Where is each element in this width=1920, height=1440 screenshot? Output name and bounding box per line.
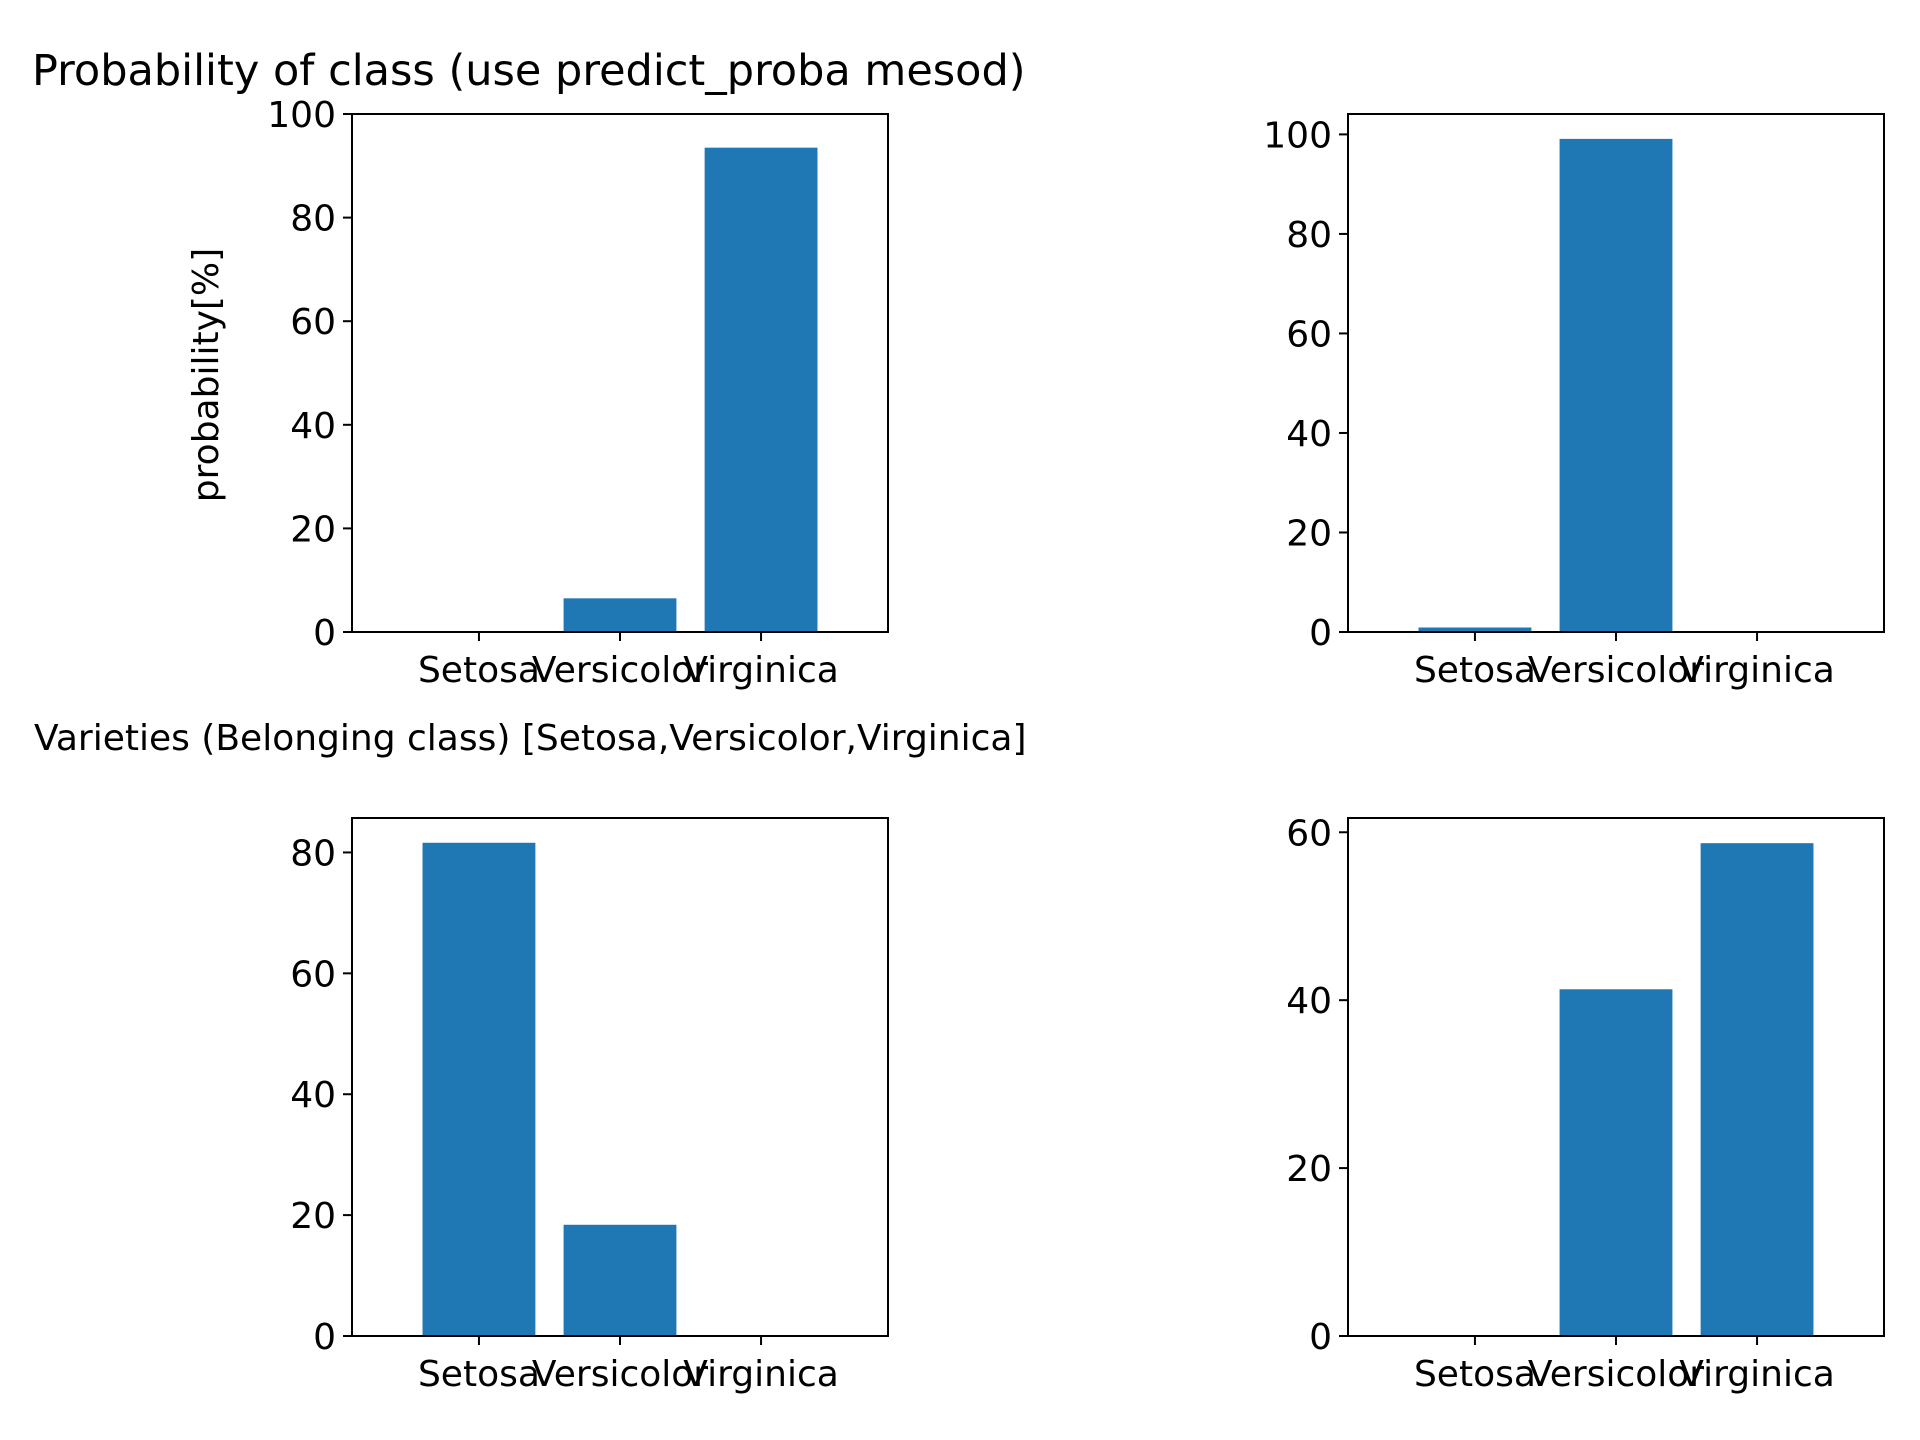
x-tick-label: Virginica <box>1679 1354 1835 1395</box>
x-tick-label: Setosa <box>418 1354 540 1395</box>
y-tick-label: 0 <box>1309 1317 1332 1358</box>
y-tick-label: 20 <box>1286 513 1332 554</box>
axes-frame <box>351 817 889 1337</box>
bar-setosa <box>422 842 536 1336</box>
y-tick-label: 40 <box>290 1075 336 1116</box>
y-axis-label: probability[%] <box>186 248 227 502</box>
y-tick-label: 40 <box>1286 981 1332 1022</box>
y-tick-label: 60 <box>1286 314 1332 355</box>
bar-virginica <box>1700 843 1814 1336</box>
bar-versicolor <box>1559 989 1673 1336</box>
x-tick-label: Versicolor <box>1528 650 1704 691</box>
x-axis-label: Varieties (Belonging class) [Setosa,Vers… <box>34 718 1027 759</box>
y-tick-label: 80 <box>1286 215 1332 256</box>
y-tick-label: 20 <box>290 1196 336 1237</box>
bar-virginica <box>704 147 818 633</box>
y-tick-label: 60 <box>290 302 336 343</box>
y-tick-label: 80 <box>290 199 336 240</box>
y-tick-label: 100 <box>267 95 336 136</box>
chart-panels: 020406080100SetosaVersicolorVirginica020… <box>267 95 1885 1395</box>
y-tick-label: 0 <box>313 613 336 654</box>
figure-title: Probability of class (use predict_proba … <box>32 46 1026 96</box>
y-tick-label: 0 <box>1309 613 1332 654</box>
x-tick-label: Versicolor <box>1528 1354 1704 1395</box>
bar-setosa <box>1418 627 1532 632</box>
x-tick-label: Virginica <box>683 1354 839 1395</box>
x-tick-label: Versicolor <box>532 1354 708 1395</box>
y-tick-label: 20 <box>1286 1149 1332 1190</box>
axes-frame <box>351 113 889 633</box>
y-tick-label: 60 <box>1286 813 1332 854</box>
axes-frame <box>1347 113 1885 633</box>
y-tick-label: 80 <box>290 833 336 874</box>
y-tick-label: 20 <box>290 509 336 550</box>
x-tick-label: Versicolor <box>532 650 708 691</box>
x-tick-label: Setosa <box>1414 650 1536 691</box>
x-tick-label: Setosa <box>418 650 540 691</box>
bar-versicolor <box>563 1224 677 1336</box>
bar-versicolor <box>1559 138 1673 632</box>
bar-versicolor <box>563 598 677 632</box>
y-tick-label: 100 <box>1263 115 1332 156</box>
y-tick-label: 0 <box>313 1317 336 1358</box>
y-tick-label: 60 <box>290 954 336 995</box>
x-tick-label: Setosa <box>1414 1354 1536 1395</box>
y-tick-label: 40 <box>290 406 336 447</box>
axes-frame <box>1347 817 1885 1337</box>
y-tick-label: 40 <box>1286 414 1332 455</box>
x-tick-label: Virginica <box>1679 650 1835 691</box>
x-tick-label: Virginica <box>683 650 839 691</box>
